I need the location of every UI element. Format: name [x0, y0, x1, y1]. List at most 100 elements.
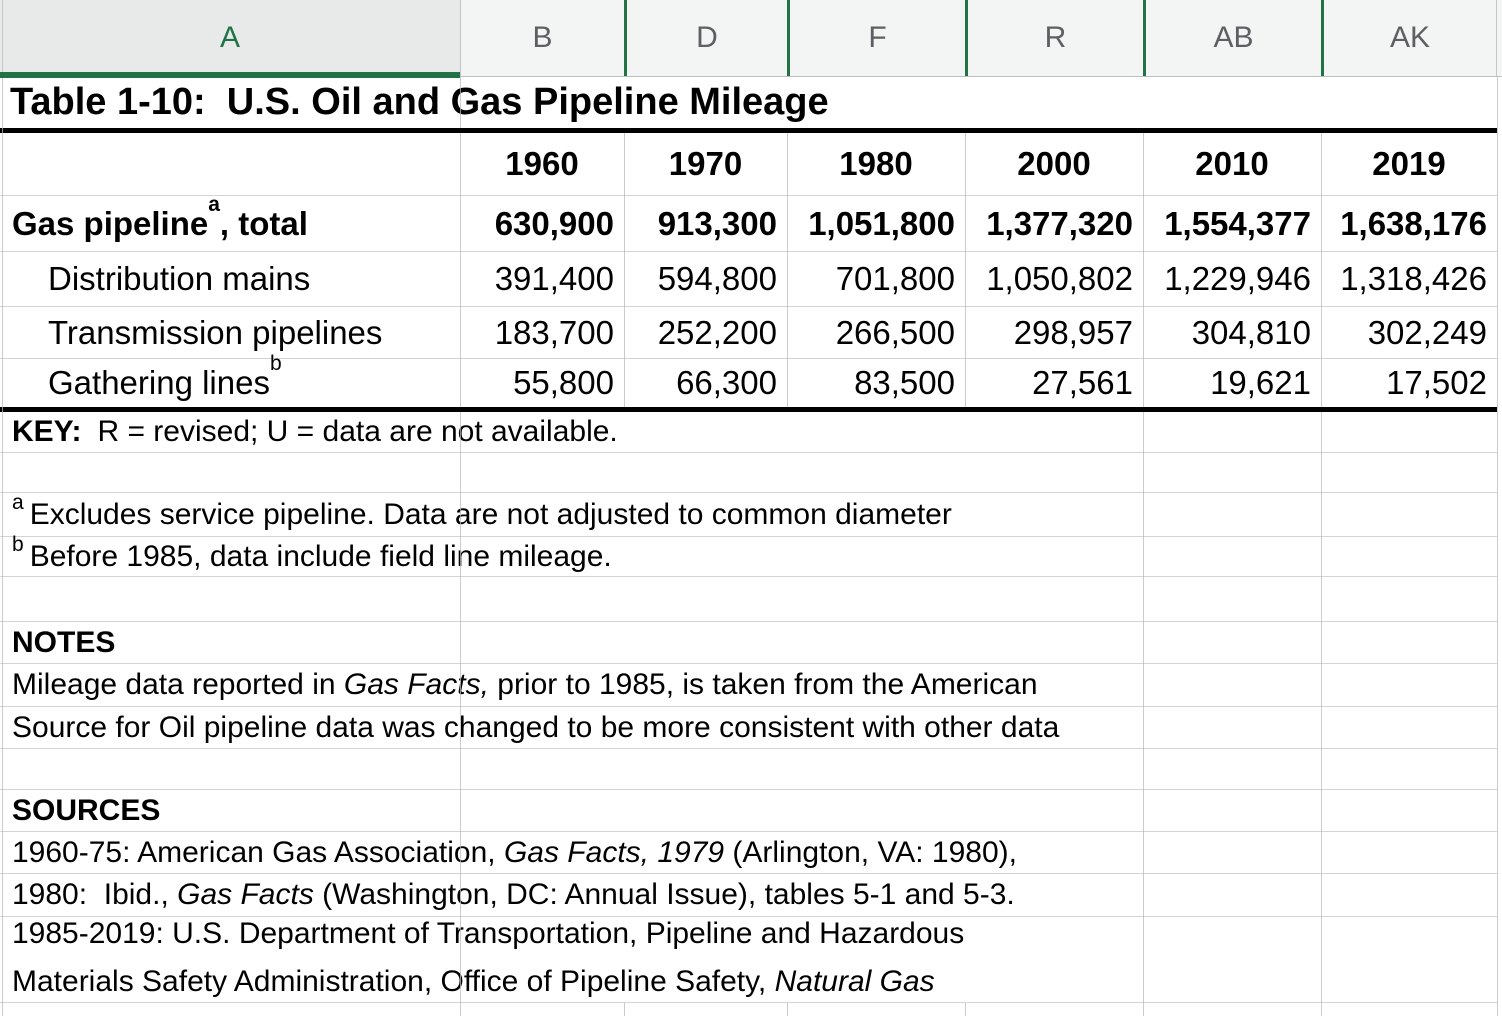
- cell-sources-heading[interactable]: SOURCES: [0, 790, 1497, 831]
- notes-line-1a: Mileage data reported in: [12, 668, 344, 701]
- data-cell[interactable]: 391,400: [494, 260, 614, 297]
- cell-year-1970[interactable]: 1970: [668, 145, 743, 182]
- data-cell[interactable]: 701,800: [835, 260, 955, 297]
- key-text: R = revised; U = data are not available.: [97, 415, 618, 448]
- footnote-b-text: Before 1985, data include field line mil…: [29, 539, 612, 573]
- data-cell[interactable]: 1,050,802: [986, 260, 1133, 297]
- empty-row[interactable]: [0, 453, 1497, 493]
- data-cell[interactable]: 1,318,426: [1340, 260, 1487, 297]
- notes-heading: NOTES: [12, 625, 116, 659]
- sources-line-1-row: 1960-75: American Gas Association, Gas F…: [0, 832, 1497, 874]
- data-cell[interactable]: 83,500: [854, 364, 955, 401]
- cell-empty[interactable]: [0, 133, 460, 195]
- notes-heading-row: NOTES: [0, 622, 1497, 664]
- sources-line-2c: (Washington, DC: Annual Issue), tables 5…: [313, 878, 1015, 911]
- data-cell[interactable]: 630,900: [494, 204, 614, 242]
- data-cell[interactable]: 1,554,377: [1164, 204, 1311, 242]
- sources-line-1c: (Arlington, VA: 1980),: [724, 835, 1017, 869]
- footnote-marker-b: b: [269, 352, 282, 375]
- sources-heading: SOURCES: [12, 793, 161, 827]
- gridline-col-ak: [1497, 77, 1498, 1016]
- column-header-a[interactable]: A: [0, 0, 460, 76]
- data-cell[interactable]: 913,300: [657, 204, 777, 242]
- data-cell[interactable]: 1,377,320: [986, 204, 1133, 242]
- cell-sources-line-3[interactable]: 1985-2019: U.S. Department of Transporta…: [0, 917, 1497, 1002]
- footnote-a-text: Excludes service pipeline. Data are not …: [29, 497, 952, 531]
- notes-line-1-row: Mileage data reported in Gas Facts, prio…: [0, 664, 1497, 707]
- data-cell[interactable]: 183,700: [494, 313, 614, 351]
- cell-key[interactable]: KEY: R = revised; U = data are not avail…: [0, 412, 1497, 452]
- footnote-a-row: a Excludes service pipeline. Data are no…: [0, 490, 1497, 537]
- row-label: Transmission pipelines: [48, 313, 383, 351]
- sources-line-3-row: 1985-2019: U.S. Department of Transporta…: [0, 917, 1497, 1003]
- sources-line-1a: 1960-75: American Gas Association,: [12, 835, 504, 869]
- column-header-ab[interactable]: AB: [1143, 0, 1321, 76]
- selected-column-indicator: [0, 72, 460, 78]
- sources-line-1-italic: Gas Facts, 1979: [503, 835, 725, 869]
- cell-row-label[interactable]: Transmission pipelines: [0, 307, 460, 358]
- data-cell[interactable]: 1,051,800: [808, 204, 955, 242]
- cell-sources-line-2[interactable]: 1980: Ibid., Gas Facts (Washington, DC: …: [0, 874, 1497, 916]
- row-label: Distribution mains: [48, 260, 311, 297]
- column-header-r[interactable]: R: [965, 0, 1143, 76]
- cell-notes-line-2[interactable]: Source for Oil pipeline data was changed…: [0, 707, 1497, 748]
- sources-heading-row: SOURCES: [0, 790, 1497, 832]
- data-cell[interactable]: 17,502: [1386, 364, 1487, 401]
- cell-year-2019[interactable]: 2019: [1372, 145, 1446, 182]
- key-row: KEY: R = revised; U = data are not avail…: [0, 412, 1497, 453]
- notes-line-1c: prior to 1985, is taken from the America…: [488, 668, 1038, 701]
- cell-sources-line-1[interactable]: 1960-75: American Gas Association, Gas F…: [0, 832, 1497, 873]
- footnote-b-row: b Before 1985, data include field line m…: [0, 532, 1497, 577]
- partial-row[interactable]: [0, 1003, 1497, 1016]
- data-cell[interactable]: 1,638,176: [1340, 204, 1487, 242]
- cell-year-1980[interactable]: 1980: [839, 145, 913, 182]
- data-cell[interactable]: 594,800: [657, 260, 777, 297]
- sources-line-2a: 1980: Ibid.,: [12, 878, 178, 911]
- table-row-transmission-pipelines: Transmission pipelines 183,700 252,200 2…: [0, 307, 1497, 359]
- data-cell[interactable]: 1,229,946: [1164, 260, 1311, 297]
- row-label: Gas pipeline: [12, 204, 209, 242]
- data-cell[interactable]: 252,200: [657, 313, 777, 351]
- column-header-row: A B D F R AB AK: [0, 0, 1502, 77]
- year-header-row: 1960 1970 1980 2000 2010 2019: [0, 133, 1497, 196]
- row-label-suffix: , total: [219, 204, 308, 242]
- data-cell[interactable]: 27,561: [1032, 364, 1133, 401]
- cell-footnote-a[interactable]: a Excludes service pipeline. Data are no…: [12, 490, 952, 531]
- sources-line-3-part2: Materials Safety Administration, Office …: [12, 964, 775, 998]
- sources-line-3-italic: Natural Gas: [774, 964, 935, 998]
- column-header-d[interactable]: D: [624, 0, 787, 76]
- cell-year-2010[interactable]: 2010: [1195, 145, 1269, 182]
- notes-line-2: Source for Oil pipeline data was changed…: [12, 710, 1060, 744]
- notes-line-2-row: Source for Oil pipeline data was changed…: [0, 707, 1497, 749]
- page-title: Table 1-10: U.S. Oil and Gas Pipeline Mi…: [10, 81, 829, 123]
- data-cell[interactable]: 66,300: [676, 364, 777, 401]
- row-label: Gathering lines: [48, 364, 270, 401]
- key-label: KEY:: [12, 415, 82, 448]
- cell-year-2000[interactable]: 2000: [1017, 145, 1091, 182]
- title-row[interactable]: Table 1-10: U.S. Oil and Gas Pipeline Mi…: [0, 77, 1497, 133]
- column-header-b[interactable]: B: [460, 0, 624, 76]
- cell-row-label[interactable]: Distribution mains: [0, 252, 460, 306]
- cell-year-1960[interactable]: 1960: [505, 145, 579, 182]
- table-row-distribution-mains: Distribution mains 391,400 594,800 701,8…: [0, 252, 1497, 307]
- sources-line-3-part1: 1985-2019: U.S. Department of Transporta…: [12, 916, 965, 950]
- data-cell[interactable]: 298,957: [1013, 313, 1133, 351]
- column-header-ak[interactable]: AK: [1321, 0, 1497, 76]
- empty-row[interactable]: [0, 577, 1497, 622]
- cell-notes-heading[interactable]: NOTES: [0, 622, 1497, 663]
- data-cell[interactable]: 19,621: [1210, 364, 1311, 401]
- empty-row[interactable]: [0, 749, 1497, 790]
- data-cell[interactable]: 302,249: [1367, 313, 1487, 351]
- sources-line-2-row: 1980: Ibid., Gas Facts (Washington, DC: …: [0, 874, 1497, 917]
- cell-notes-line-1[interactable]: Mileage data reported in Gas Facts, prio…: [0, 664, 1497, 706]
- cell-row-label[interactable]: Gas pipelinea, total: [0, 192, 460, 251]
- cell-row-label[interactable]: Gathering linesb: [0, 353, 460, 407]
- footnote-marker-a: a: [208, 192, 220, 216]
- data-cell[interactable]: 55,800: [513, 364, 614, 401]
- cell-footnote-b[interactable]: b Before 1985, data include field line m…: [12, 532, 612, 573]
- data-cell[interactable]: 266,500: [835, 313, 955, 351]
- column-header-f[interactable]: F: [787, 0, 965, 76]
- table-row-gas-pipeline-total: Gas pipelinea, total 630,900 913,300 1,0…: [0, 192, 1497, 252]
- data-cell[interactable]: 304,810: [1191, 313, 1311, 351]
